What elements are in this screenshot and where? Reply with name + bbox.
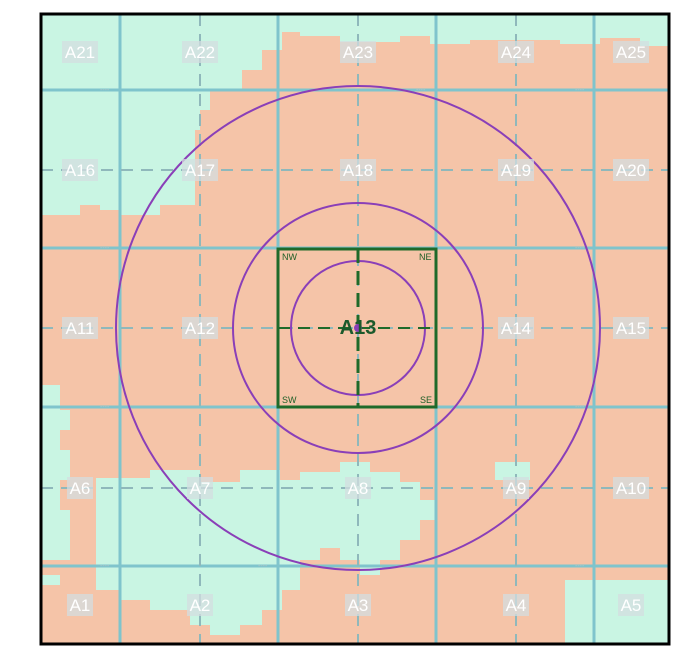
cell-label-bg-a4 <box>503 594 529 616</box>
cell-label-bg-a11 <box>62 317 98 339</box>
circle-medium <box>232 202 484 454</box>
cell-label-bg-a21 <box>62 41 98 63</box>
cell-label-bg-a19 <box>498 159 534 181</box>
cell-label-a19: A19 <box>501 161 531 180</box>
cell-label-bg-a18 <box>340 159 376 181</box>
quadrant-ne-label: NE <box>419 252 432 262</box>
cell-label-a22: A22 <box>185 43 215 62</box>
svg-text:----: ---- <box>575 563 585 570</box>
map-frame <box>39 12 671 646</box>
cell-label-bg-a3 <box>345 594 371 616</box>
svg-text:----: ---- <box>575 87 585 94</box>
svg-text:----: ---- <box>575 404 585 411</box>
cell-label-a8: A8 <box>348 479 369 498</box>
cell-label-bg-a6 <box>67 477 93 499</box>
svg-text:----: ---- <box>258 563 268 570</box>
cell-label-a3: A3 <box>348 596 369 615</box>
center-dot <box>354 324 362 332</box>
svg-text:----: ---- <box>100 245 110 252</box>
cell-label-a21: A21 <box>65 43 95 62</box>
cell-label-a24: A24 <box>501 43 531 62</box>
cell-label-a2: A2 <box>190 596 211 615</box>
cell-label-bg-a2 <box>187 594 213 616</box>
cell-label-bg-a12 <box>182 317 218 339</box>
cell-label-a23: A23 <box>343 43 373 62</box>
faint-intersection-marks: ---- ---- ---- ---- ---- ---- ---- ---- … <box>100 87 585 570</box>
cell-label-bg-a23 <box>340 41 376 63</box>
svg-text:----: ---- <box>100 563 110 570</box>
cell-label-a11: A11 <box>66 319 95 338</box>
cell-label-bg-a25 <box>613 41 649 63</box>
cell-label-bg-a14 <box>498 317 534 339</box>
grid-dashed-lines <box>41 14 669 644</box>
cell-label-bg-a9 <box>503 477 529 499</box>
cell-label-bg-a16 <box>62 159 98 181</box>
quadrant-se-label: SE <box>420 395 432 405</box>
cell-label-a6: A6 <box>70 479 91 498</box>
cell-label-a20: A20 <box>616 161 646 180</box>
svg-text:----: ---- <box>575 245 585 252</box>
cell-label-a5: A5 <box>621 596 642 615</box>
svg-text:----: ---- <box>100 404 110 411</box>
cell-label-a16: A16 <box>65 161 95 180</box>
svg-text:----: ---- <box>100 87 110 94</box>
circle-large <box>115 85 601 571</box>
cell-label-a10: A10 <box>616 479 646 498</box>
cell-label-a4: A4 <box>506 596 527 615</box>
cell-label-bg-a10 <box>613 477 649 499</box>
cell-label-a17: A17 <box>185 161 215 180</box>
cell-label-bg-a8 <box>345 477 371 499</box>
mint-patches <box>41 14 669 644</box>
quadrant-sw-label: SW <box>282 395 297 405</box>
cell-label-a12: A12 <box>185 319 215 338</box>
cell-label-bg-a20 <box>613 159 649 181</box>
cell-label-bg-a1 <box>67 594 93 616</box>
cell-label-a25: A25 <box>616 43 646 62</box>
cell-label-a18: A18 <box>343 161 373 180</box>
cell-label-a14: A14 <box>501 319 531 338</box>
cell-label-a7: A7 <box>190 479 211 498</box>
cell-label-bg-a15 <box>613 317 649 339</box>
cell-label-a13: A13 <box>340 317 377 339</box>
center-box: NW NE SW SE <box>276 247 438 409</box>
cell-label-bg-a24 <box>498 41 534 63</box>
cell-label-bg-a7 <box>187 477 213 499</box>
cell-label-bg-a5 <box>618 594 644 616</box>
cell-label-a1: A1 <box>70 596 91 615</box>
cell-label-a15: A15 <box>616 319 646 338</box>
quadrant-nw-label: NW <box>282 252 297 262</box>
cell-labels: A21 A22 A23 A24 A25 A16 A17 A18 A19 A20 A11 A12 A13 A… <box>62 41 649 616</box>
cell-label-bg-a22 <box>182 41 218 63</box>
cell-label-a9: A9 <box>506 479 527 498</box>
cell-label-bg-a17 <box>182 159 218 181</box>
svg-text:----: ---- <box>416 87 426 94</box>
